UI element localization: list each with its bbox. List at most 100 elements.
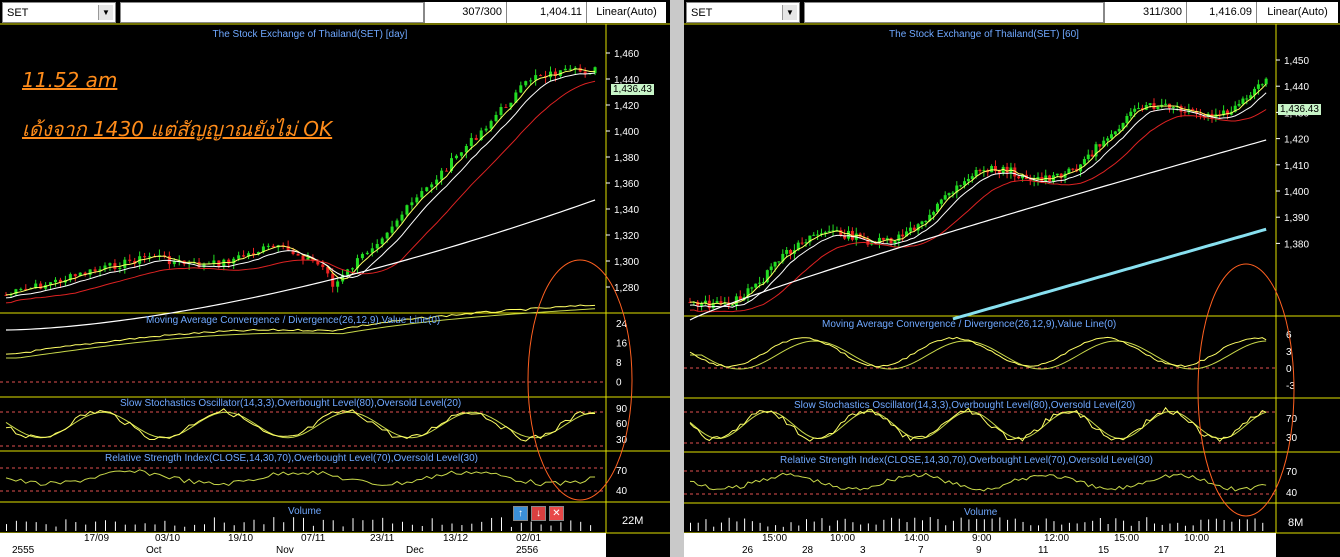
candle-body <box>148 256 152 258</box>
candle-body <box>1113 131 1117 135</box>
candle-body <box>73 274 77 277</box>
volume-bar <box>1239 519 1241 531</box>
right-bar-count: 311/300 <box>1104 2 1186 23</box>
candle-body <box>1164 103 1168 105</box>
volume-bar <box>1161 524 1163 531</box>
candle-body <box>696 301 700 306</box>
candle-body <box>719 301 723 305</box>
candle-body <box>563 68 567 71</box>
right-chart-canvas[interactable]: 1,4501,4401,4301,4201,4101,4001,3901,380… <box>684 0 1340 557</box>
candle-body <box>539 75 543 77</box>
candle-body <box>1017 176 1021 179</box>
time-label: 10:00 <box>830 533 856 544</box>
volume-bar <box>481 521 483 531</box>
volume-bar <box>860 524 862 531</box>
day-label: 3 <box>860 545 866 556</box>
candle-body <box>237 255 241 259</box>
candle-body <box>847 230 851 239</box>
volume-bar <box>223 522 225 531</box>
candle-body <box>1140 108 1144 110</box>
close-icon[interactable]: ✕ <box>549 506 564 521</box>
candle-body <box>415 197 419 203</box>
volume-bar <box>1053 521 1055 531</box>
candle-body <box>1032 179 1036 181</box>
candle-body <box>4 294 8 296</box>
volume-bar <box>952 520 954 531</box>
volume-bar <box>283 522 285 531</box>
left-rsi-title: Relative Strength Index(CLOSE,14,30,70),… <box>105 453 478 464</box>
right-toolbar: SET ▼ 311/300 1,416.09 Linear(Auto) <box>686 2 1338 23</box>
macd-line <box>689 336 1267 368</box>
volume-bar <box>976 518 978 531</box>
candle-body <box>812 234 816 236</box>
candle-body <box>734 296 738 306</box>
candle-body <box>1109 134 1113 139</box>
arrow-down-icon[interactable]: ↓ <box>531 506 546 521</box>
candle-body <box>143 256 147 258</box>
macd-tick-label: 24 <box>616 319 628 330</box>
candle-body <box>474 137 478 140</box>
volume-bar <box>767 526 769 531</box>
ma-line-slow <box>689 109 1267 313</box>
left-volume-title: Volume <box>288 506 322 517</box>
volume-bar <box>697 522 699 531</box>
panel-divider[interactable] <box>670 0 684 557</box>
volume-bar <box>372 519 374 531</box>
day-label: 11 <box>1038 545 1049 556</box>
macd-tick-label: 0 <box>616 378 622 389</box>
left-chart-canvas[interactable]: 1,460 1,440 1,420 1,400 1,380 1,360 1,340 1,320… <box>0 0 670 557</box>
left-last-price-tag: 1,436.43 <box>611 84 654 95</box>
candle-body <box>978 169 982 172</box>
candle-body <box>827 231 831 233</box>
volume-bar <box>451 523 453 531</box>
price-tick-label: 1,400 <box>614 127 639 138</box>
price-tick-label: 1,390 <box>1284 213 1309 224</box>
candle-body <box>336 281 340 287</box>
candle-body <box>1256 84 1260 89</box>
candle-body <box>1013 167 1017 177</box>
chevron-down-icon[interactable]: ▼ <box>782 5 797 20</box>
volume-bar <box>1030 525 1032 531</box>
chevron-down-icon[interactable]: ▼ <box>98 5 113 20</box>
candle-body <box>823 232 827 234</box>
candle-body <box>410 202 414 206</box>
candle-body <box>816 234 820 236</box>
candle-body <box>256 252 260 255</box>
volume-bar <box>790 522 792 531</box>
volume-bar <box>1215 518 1217 531</box>
right-chart-title: The Stock Exchange of Thailand(SET) [60] <box>889 29 1079 40</box>
right-scale-mode[interactable]: Linear(Auto) <box>1256 2 1338 23</box>
date-label: 07/11 <box>301 533 326 544</box>
candle-body <box>808 235 812 243</box>
annotation-text: เด้งจาก 1430 แต่สัญญาณยังไม่ OK <box>22 117 333 141</box>
left-symbol-select[interactable]: SET ▼ <box>2 2 116 23</box>
candle-body <box>573 67 577 69</box>
candle-body <box>291 250 295 254</box>
volume-bar <box>945 525 947 531</box>
left-toolbar: SET ▼ 307/300 1,404.11 Linear(Auto) <box>2 2 668 23</box>
time-label: 12:00 <box>1044 533 1070 544</box>
volume-bar <box>342 526 344 531</box>
candle-body <box>494 114 498 122</box>
volume-bar <box>806 519 807 531</box>
candle-body <box>519 85 523 93</box>
candle-body <box>997 171 1001 174</box>
left-scale-mode[interactable]: Linear(Auto) <box>586 2 666 23</box>
candle-body <box>583 71 587 74</box>
stoch-d-line <box>5 411 596 439</box>
candle-body <box>1152 103 1156 109</box>
right-symbol-select[interactable]: SET ▼ <box>686 2 800 23</box>
rsi-line <box>5 469 596 487</box>
candle-body <box>1102 140 1106 147</box>
arrow-up-icon[interactable]: ↑ <box>513 506 528 521</box>
candle-body <box>1001 166 1005 174</box>
candle-body <box>351 268 354 270</box>
date-label: 17/09 <box>84 533 110 544</box>
left-stoch-title: Slow Stochastics Oscillator(14,3,3),Over… <box>120 398 462 409</box>
price-tick-label: 1,420 <box>614 101 639 112</box>
volume-bar <box>174 525 176 531</box>
volume-bar <box>75 522 77 531</box>
candle-body <box>341 274 345 282</box>
macd-tick-label: 3 <box>1286 347 1292 358</box>
candle-body <box>514 92 518 103</box>
